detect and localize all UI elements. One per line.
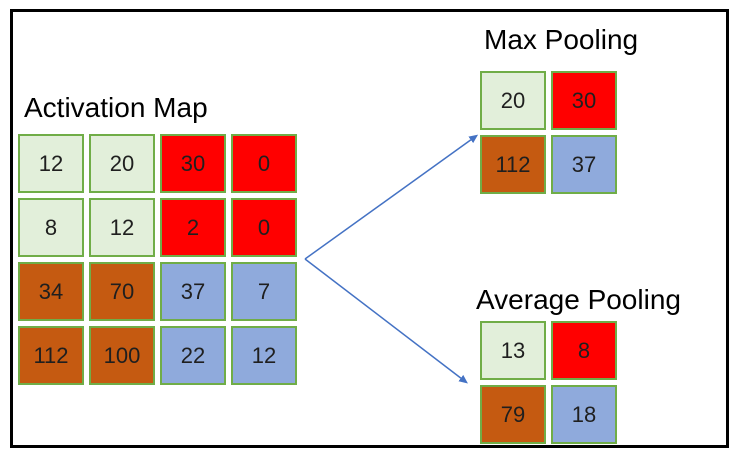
activation-cell-r1c2: 2 (160, 198, 226, 257)
max-cell-r1c1: 37 (551, 135, 617, 194)
arrow-to-max-pooling (304, 134, 479, 260)
activation-cell-r3c3: 12 (231, 326, 297, 385)
activation-cell-r3c0: 112 (18, 326, 84, 385)
activation-cell-r2c3: 7 (231, 262, 297, 321)
max-pooling-grid: 20 30 112 37 (480, 71, 617, 194)
activation-cell-r2c2: 37 (160, 262, 226, 321)
max-cell-r0c0: 20 (480, 71, 546, 130)
arrow-to-average-pooling (304, 258, 468, 384)
activation-cell-r0c2: 30 (160, 134, 226, 193)
avg-cell-r1c1: 18 (551, 385, 617, 444)
activation-map-title: Activation Map (24, 92, 208, 123)
max-cell-r1c0: 112 (480, 135, 546, 194)
activation-cell-r2c0: 34 (18, 262, 84, 321)
avg-cell-r0c0: 13 (480, 321, 546, 380)
average-pooling-grid: 13 8 79 18 (480, 321, 617, 444)
activation-cell-r0c1: 20 (89, 134, 155, 193)
max-pooling-title: Max Pooling (484, 24, 639, 55)
activation-cell-r0c0: 12 (18, 134, 84, 193)
activation-cell-r0c3: 0 (231, 134, 297, 193)
avg-cell-r0c1: 8 (551, 321, 617, 380)
average-pooling-title: Average Pooling (476, 284, 681, 315)
activation-cell-r2c1: 70 (89, 262, 155, 321)
activation-cell-r1c1: 12 (89, 198, 155, 257)
activation-cell-r3c1: 100 (89, 326, 155, 385)
activation-map-grid: 12 20 30 0 8 12 2 0 34 70 37 7 112 100 2… (18, 134, 297, 385)
avg-cell-r1c0: 79 (480, 385, 546, 444)
max-cell-r0c1: 30 (551, 71, 617, 130)
activation-cell-r1c0: 8 (18, 198, 84, 257)
activation-cell-r1c3: 0 (231, 198, 297, 257)
activation-cell-r3c2: 22 (160, 326, 226, 385)
